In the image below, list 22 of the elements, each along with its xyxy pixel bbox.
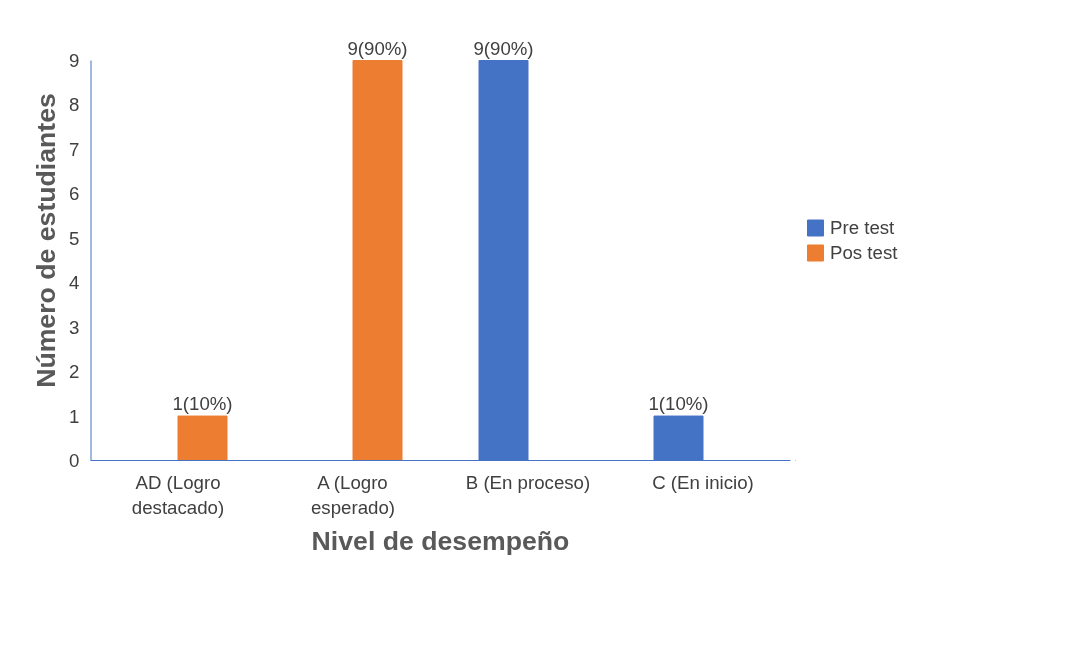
y-axis-title: Número de estudiantes — [31, 93, 62, 388]
y-tick-label: 6 — [69, 183, 80, 205]
y-tick-label: 8 — [69, 94, 80, 116]
x-tick-label: C (En inicio) — [652, 471, 754, 493]
x-axis-title: Nivel de desempeño — [311, 525, 570, 556]
data-label: 9(90%) — [473, 37, 534, 59]
y-tick-label: 0 — [69, 450, 80, 471]
data-label: 1(10%) — [648, 393, 709, 415]
data-label: 1(10%) — [172, 393, 233, 415]
legend-label: Pos test — [830, 241, 898, 264]
y-tick-label: 7 — [69, 138, 80, 160]
data-label: 9(90%) — [347, 37, 408, 59]
y-tick-label: 9 — [69, 50, 80, 71]
y-tick-label: 1 — [69, 405, 80, 427]
y-tick-label: 4 — [69, 272, 80, 294]
legend-label: Pre test — [830, 216, 895, 239]
y-tick-label: 3 — [69, 316, 80, 338]
y-tick-label: 2 — [69, 361, 80, 383]
y-tick-label: 5 — [69, 227, 80, 249]
x-tick-label: A (Logro esperado) — [311, 471, 396, 518]
x-tick-label: AD (Logro destacado) — [131, 471, 225, 518]
x-tick-label: B (En proceso) — [465, 471, 591, 493]
